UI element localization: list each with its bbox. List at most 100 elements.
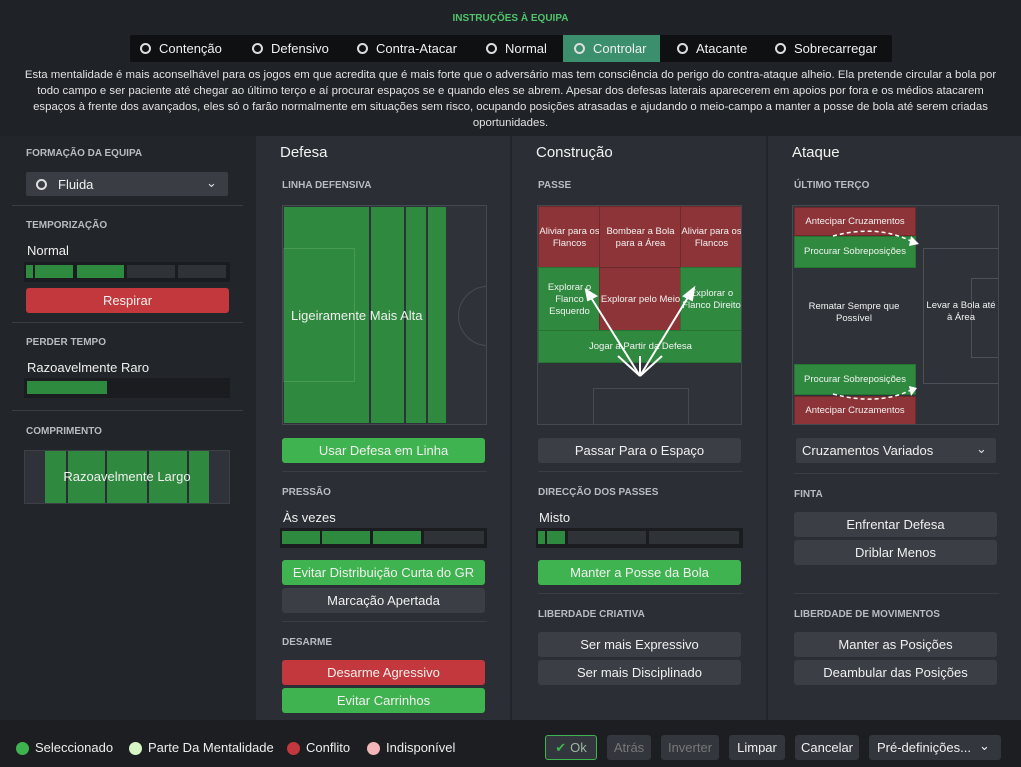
formation-dropdown[interactable]: Fluida ⌄	[26, 172, 228, 196]
slider	[24, 262, 230, 282]
pitch-zone[interactable]: Explorar pelo Meio	[599, 267, 682, 332]
value-text: Misto	[539, 510, 571, 525]
button[interactable]: Ser mais Disciplinado	[538, 660, 741, 685]
button[interactable]: Manter as Posições	[794, 632, 997, 657]
button-label: Ok	[570, 740, 587, 755]
slider	[536, 528, 743, 548]
legend-label: Conflito	[306, 740, 351, 755]
legend-dot	[129, 742, 142, 755]
cross-dropdown[interactable]: Cruzamentos Variados ⌄	[796, 438, 996, 463]
section-label: PASSE	[538, 180, 572, 191]
separator	[282, 471, 487, 472]
separator	[538, 471, 743, 472]
button[interactable]: Usar Defesa em Linha	[282, 438, 485, 463]
pitch-zone[interactable]: Aliviar para os Flancos	[680, 206, 741, 269]
overlap-arrows	[832, 230, 919, 400]
tab-label: Atacante	[696, 41, 748, 56]
attack-pitch: Antecipar Cruzamentos Procurar Sobreposi…	[792, 205, 999, 425]
pitch-zone[interactable]: Procurar Sobreposições	[794, 236, 916, 268]
slider	[24, 378, 230, 398]
value-text: Normal	[27, 243, 69, 258]
legend-dot	[287, 742, 300, 755]
button[interactable]: Manter a Posse da Bola	[538, 560, 741, 585]
button[interactable]: Passar Para o Espaço	[538, 438, 741, 463]
build-up-pitch: Aliviar para os Flancos Bombear a Bola p…	[537, 205, 742, 425]
separator	[282, 621, 487, 622]
separator	[794, 473, 999, 474]
section-label: PRESSÃO	[282, 487, 331, 498]
button[interactable]: Atrás	[607, 735, 651, 760]
column-title: Ataque	[792, 144, 840, 161]
slider	[280, 528, 487, 548]
pitch-fill	[45, 451, 209, 503]
button[interactable]: Ser mais Expressivo	[538, 632, 741, 657]
icon	[36, 179, 47, 190]
description: Esta mentalidade é mais aconselhável par…	[24, 69, 997, 129]
legend-label: Indisponível	[386, 740, 456, 755]
legend-label: Parte Da Mentalidade	[148, 740, 274, 755]
separator	[12, 322, 243, 323]
section-label: ÚLTIMO TERÇO	[794, 180, 870, 191]
pitch-label: Razoavelmente Largo	[63, 469, 191, 484]
button[interactable]: Evitar Carrinhos	[282, 688, 485, 713]
button[interactable]: Evitar Distribuição Curta do GR	[282, 560, 485, 585]
pitch-zone[interactable]: Procurar Sobreposições	[794, 364, 916, 395]
button[interactable]: Desarme Agressivo	[282, 660, 485, 685]
separator	[12, 205, 243, 206]
button[interactable]: Cancelar	[795, 735, 859, 760]
tab[interactable]: Normal	[486, 35, 547, 62]
presets-dropdown[interactable]: Pré-definições... ⌄	[869, 735, 1001, 760]
section-label: LIBERDADE DE MOVIMENTOS	[794, 609, 940, 620]
pitch-zone[interactable]: Levar a Bola até à Área	[926, 300, 996, 323]
button[interactable]: Inverter	[661, 735, 719, 760]
legend-label: Seleccionado	[35, 740, 114, 755]
width-pitch: Razoavelmente Largo	[24, 450, 230, 504]
button[interactable]: Limpar	[729, 735, 785, 760]
tab[interactable]: Contra-Atacar	[357, 35, 457, 62]
section-label: COMPRIMENTO	[26, 426, 102, 437]
button[interactable]: Marcação Apertada	[282, 588, 485, 613]
tab-label: Contenção	[159, 41, 222, 56]
defence-pitch: Ligeiramente Mais Alta	[282, 205, 487, 425]
pitch-label: Ligeiramente Mais Alta	[291, 308, 423, 323]
column-title: Construção	[536, 144, 613, 161]
section-label: FORMAÇÃO DA EQUIPA	[26, 148, 143, 159]
header-title: INSTRUÇÕES À EQUIPA	[452, 13, 569, 24]
button-label: Pré-definições...	[877, 740, 971, 755]
tab[interactable]: Atacante	[677, 35, 747, 62]
tab[interactable]: Defensivo	[252, 35, 329, 62]
chevron: ⌄	[206, 175, 217, 190]
chevron: ⌄	[976, 441, 987, 456]
pitch-zone[interactable]: Explorar o Flanco Esquerdo	[538, 267, 601, 332]
button[interactable]: Deambular das Posições	[794, 660, 997, 685]
ok-button[interactable]: ✔ Ok	[545, 735, 597, 760]
legend-dot	[367, 742, 380, 755]
value-text: Às vezes	[283, 510, 336, 525]
tab[interactable]: Contenção	[140, 35, 222, 62]
section-label: DIRECÇÃO DOS PASSES	[538, 487, 659, 498]
section-label: TEMPORIZAÇÃO	[26, 220, 108, 231]
pitch-zone[interactable]: Antecipar Cruzamentos	[794, 396, 916, 424]
legend-dot	[16, 742, 29, 755]
tab-label: Controlar	[593, 41, 647, 56]
pass-arrows	[584, 285, 696, 377]
section-label: LIBERDADE CRIATIVA	[538, 609, 645, 620]
section-label: PERDER TEMPO	[26, 337, 107, 348]
separator	[12, 410, 243, 411]
dropdown-value: Cruzamentos Variados	[802, 443, 934, 458]
column-title: Defesa	[280, 144, 328, 161]
pitch-zone[interactable]: Rematar Sempre que Possível	[808, 301, 900, 324]
button[interactable]: Enfrentar Defesa	[794, 512, 997, 537]
button[interactable]: Respirar	[26, 288, 229, 313]
section-label: FINTA	[794, 489, 823, 500]
tab-label: Defensivo	[271, 41, 329, 56]
chevron: ⌄	[979, 738, 990, 753]
value-text: Razoavelmente Raro	[27, 360, 150, 375]
tab[interactable]: Controlar	[574, 35, 646, 62]
separator	[794, 593, 999, 594]
tab[interactable]: Sobrecarregar	[775, 35, 877, 62]
pitch-zone[interactable]: Bombear a Bola para a Área	[599, 206, 682, 269]
button[interactable]: Driblar Menos	[794, 540, 997, 565]
tab-label: Contra-Atacar	[376, 41, 457, 56]
